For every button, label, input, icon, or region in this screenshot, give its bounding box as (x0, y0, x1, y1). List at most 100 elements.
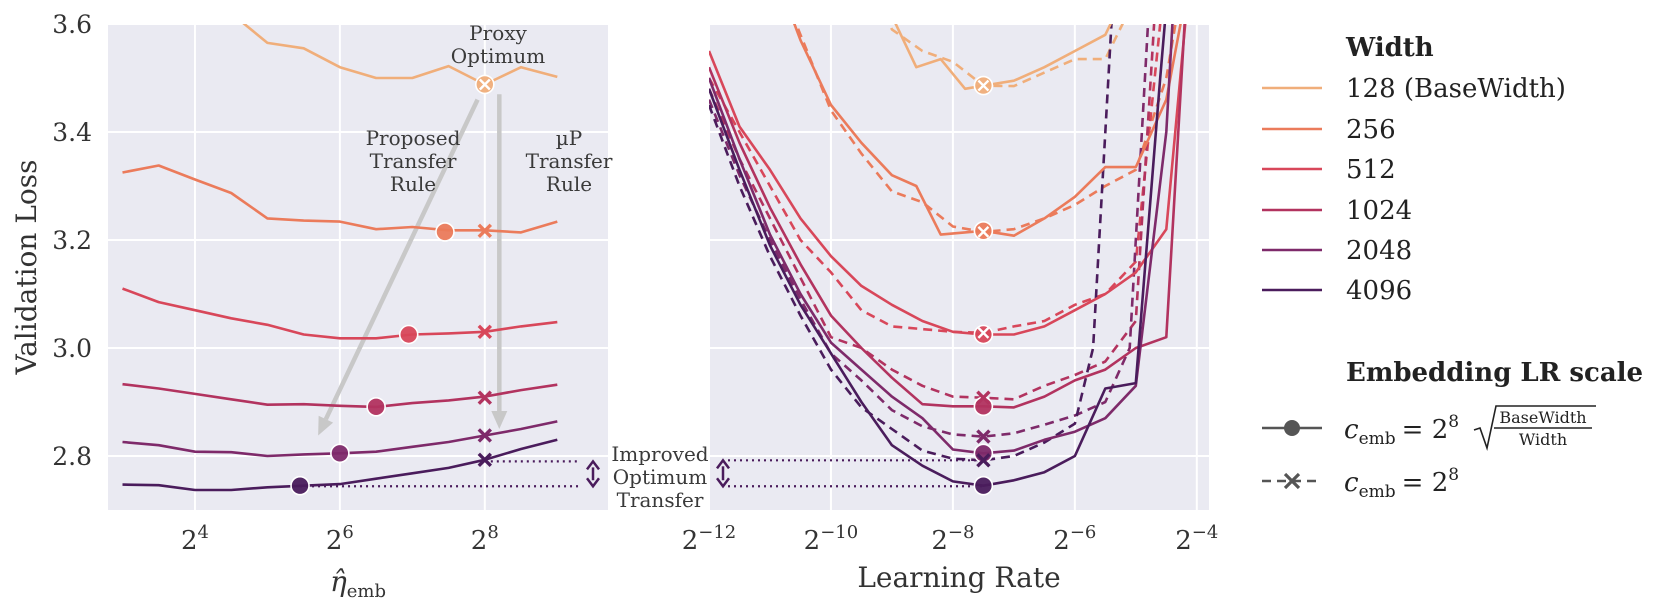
tick-base: 2 (326, 526, 343, 556)
gap-arrow-head (586, 459, 600, 471)
overlay-cross-marker (977, 327, 990, 339)
x-tick-label: 2−12 (682, 522, 737, 556)
tick-base: 2 (1053, 526, 1070, 556)
c-subscript: emb (1359, 429, 1396, 449)
legend-formula-1: cemb = 28 (1344, 412, 1459, 449)
legend-entry-circle: cemb = 28 BaseWidth Width (1262, 405, 1596, 451)
transfer-cross-marker (477, 428, 493, 443)
left-dotted-levels (300, 460, 580, 488)
exponent: 8 (1448, 412, 1459, 432)
tick-base: 2 (804, 526, 821, 556)
legend-entry-cross: cemb = 28 (1262, 465, 1459, 502)
optimum-circle-marker (366, 397, 386, 417)
annotation-line: Proxy (469, 21, 527, 45)
legend: Width 128 (BaseWidth) 256 512 1024 2048 … (1262, 33, 1643, 502)
tick-exponent: 8 (487, 522, 498, 543)
transfer-cross-marker (477, 390, 493, 405)
tick-exponent: −12 (698, 522, 736, 543)
tick-base: 2 (1175, 526, 1192, 556)
legend-label: 512 (1346, 155, 1396, 185)
annotation-line: Transfer (617, 488, 704, 512)
x-tick-label: 28 (471, 522, 499, 556)
transfer-cross-marker (976, 453, 991, 468)
solid-series-line-2048 (709, 24, 1174, 455)
transfer-cross-marker (477, 324, 493, 340)
legend-circle-marker (1284, 420, 1300, 436)
eta-hat-symbol: η̂ (330, 565, 347, 598)
tick-exponent: 4 (198, 522, 209, 543)
annotation-line: Proposed (366, 126, 461, 150)
transfer-cross-marker (477, 452, 493, 467)
gap-arrow-head (716, 458, 730, 470)
annotation-line: Optimum (451, 44, 545, 68)
legend-cross-marker (1283, 472, 1301, 490)
exponent: 8 (1448, 465, 1459, 485)
legend-entry: 2048 (1262, 236, 1412, 266)
dashed-series-line-1024 (709, 24, 1156, 401)
legend-label: 4096 (1346, 276, 1412, 306)
x-tick-label: 2−8 (931, 522, 974, 556)
annotation-line: µP (556, 126, 582, 150)
legend-formula-2: cemb = 28 (1344, 465, 1459, 502)
gap-arrow-head (716, 477, 730, 489)
legend-label: 256 (1346, 115, 1396, 145)
x-tick-label: 2−6 (1053, 522, 1096, 556)
legend-entry: 1024 (1262, 196, 1412, 226)
optimum-circle-marker (398, 324, 419, 345)
tick-base: 2 (471, 526, 488, 556)
transfer-cross-marker (477, 223, 493, 239)
equals-two: = 2 (1402, 468, 1449, 498)
optimum-circle-marker (290, 475, 310, 496)
eta-subscript: emb (347, 581, 386, 602)
legend-width-entries: 128 (BaseWidth) 256 512 1024 2048 4096 (1262, 74, 1566, 306)
legend-entry: 128 (BaseWidth) (1262, 74, 1566, 104)
legend-label: 128 (BaseWidth) (1346, 74, 1566, 104)
annotation-line: Improved (611, 442, 708, 466)
x-tick-label: 26 (326, 522, 354, 556)
left-markers (290, 74, 495, 496)
y-axis-label: Validation Loss (10, 159, 43, 375)
legend-entry: 256 (1262, 115, 1396, 145)
x-tick-label: 2−10 (804, 522, 859, 556)
right-x-axis-label: Learning Rate (857, 561, 1060, 594)
right-panel-background (709, 24, 1209, 510)
tick-exponent: −10 (820, 522, 858, 543)
equals-two: = 2 (1402, 415, 1449, 445)
transfer-rule-arrows (318, 94, 508, 436)
annotation-line: Transfer (370, 149, 457, 173)
tick-exponent: −4 (1192, 522, 1219, 543)
overlay-cross-marker (977, 79, 990, 92)
y-tick-label: 3.4 (52, 118, 92, 147)
legend-label: 2048 (1346, 236, 1412, 266)
proxy-optimum-cross (478, 78, 491, 91)
dashed-series-line-128 (888, 24, 1124, 88)
left-x-tick-labels: 24 26 28 (181, 522, 499, 556)
right-markers (973, 75, 994, 496)
legend-label: 1024 (1346, 196, 1412, 226)
right-gridlines (708, 23, 1209, 510)
sqrt-sign (1473, 405, 1596, 451)
tick-exponent: −8 (948, 522, 975, 543)
fraction-numerator: BaseWidth (1499, 408, 1586, 427)
left-x-axis-label: η̂emb (330, 565, 386, 602)
tick-exponent: 6 (342, 522, 353, 543)
solid-series-line-1024 (709, 24, 1186, 409)
right-x-tick-labels: 2−12 2−10 2−8 2−6 2−4 (682, 522, 1219, 556)
solid-series-line-512 (709, 24, 1187, 336)
y-tick-label: 2.8 (52, 442, 92, 471)
proposed-arrow-shaft (323, 98, 480, 421)
x-tick-label: 24 (181, 522, 209, 556)
left-panel-background (108, 24, 608, 510)
annotation-line: Transfer (526, 149, 613, 173)
dashed-series-line-4096 (709, 24, 1113, 462)
tick-base: 2 (931, 526, 948, 556)
optimum-circle-marker (435, 222, 455, 242)
optimum-circle-marker (330, 443, 350, 464)
c-subscript: emb (1359, 482, 1396, 502)
tick-exponent: −6 (1070, 522, 1097, 543)
gap-arrow-head (586, 477, 600, 489)
legend-entry: 4096 (1262, 276, 1412, 306)
solid-series-line-4096 (709, 24, 1167, 487)
fraction-denominator: Width (1519, 430, 1567, 449)
